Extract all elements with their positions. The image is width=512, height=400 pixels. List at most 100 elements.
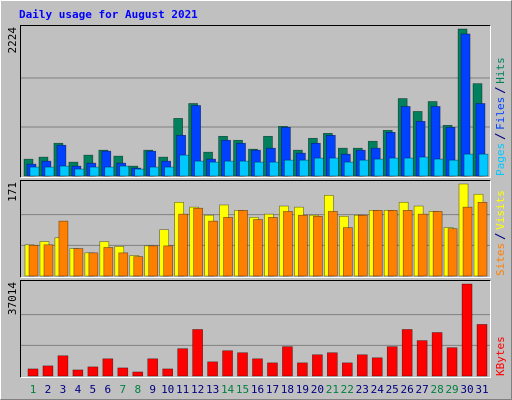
x-tick-label: 17 bbox=[266, 383, 279, 396]
bar bbox=[117, 367, 129, 377]
bar bbox=[194, 160, 204, 177]
x-tick-label: 29 bbox=[445, 383, 458, 396]
bar bbox=[253, 219, 263, 277]
x-tick-label: 31 bbox=[475, 383, 488, 396]
bar bbox=[88, 252, 99, 277]
bar bbox=[148, 245, 159, 277]
x-tick-label: 27 bbox=[416, 383, 429, 396]
bar bbox=[314, 157, 324, 177]
legend-separator bbox=[494, 233, 506, 240]
bar bbox=[358, 159, 369, 177]
plot-bevel-light bbox=[20, 280, 491, 378]
bar bbox=[312, 354, 323, 377]
bar bbox=[297, 362, 308, 377]
bar bbox=[28, 245, 39, 277]
bar bbox=[238, 210, 248, 277]
plot-bevel-light bbox=[20, 25, 491, 178]
y-max-label: 2224 bbox=[6, 27, 19, 54]
x-tick-label: 13 bbox=[206, 383, 219, 396]
bar bbox=[178, 213, 188, 277]
x-tick-label: 10 bbox=[161, 383, 174, 396]
legend-entry: KBytes bbox=[494, 336, 507, 376]
bar bbox=[299, 159, 309, 177]
bar bbox=[343, 161, 354, 177]
bar bbox=[433, 158, 444, 177]
chart-title: Daily usage for August 2021 bbox=[19, 8, 198, 21]
bar bbox=[44, 166, 55, 177]
x-tick-label: 22 bbox=[341, 383, 354, 396]
bar bbox=[177, 348, 188, 377]
bar bbox=[207, 361, 218, 377]
bar bbox=[252, 358, 263, 377]
bar bbox=[329, 157, 339, 177]
bar bbox=[118, 252, 129, 277]
bar bbox=[239, 160, 249, 177]
x-tick-label: 1 bbox=[30, 383, 37, 396]
bar bbox=[164, 166, 174, 177]
x-tick-label: 20 bbox=[311, 383, 324, 396]
legend: KBytes bbox=[494, 336, 507, 376]
bar bbox=[463, 153, 474, 177]
x-tick-label: 15 bbox=[236, 383, 249, 396]
legend-entry: Pages bbox=[494, 143, 507, 176]
y-max-label: 171 bbox=[6, 182, 19, 202]
bar bbox=[371, 357, 383, 377]
bar bbox=[27, 368, 39, 377]
bar bbox=[462, 206, 473, 277]
bar bbox=[432, 211, 443, 277]
bar bbox=[193, 207, 203, 277]
x-tick-label: 23 bbox=[356, 383, 369, 396]
bar bbox=[87, 366, 99, 377]
bar bbox=[298, 214, 308, 277]
legend: Pages Files Hits bbox=[494, 57, 507, 176]
bar bbox=[282, 346, 293, 377]
x-tick-label: 19 bbox=[296, 383, 309, 396]
bar bbox=[208, 220, 218, 277]
bar bbox=[402, 210, 413, 277]
legend-entry: Visits bbox=[494, 190, 507, 230]
bar bbox=[222, 350, 233, 377]
bar bbox=[387, 210, 398, 277]
bar bbox=[341, 362, 353, 377]
bar bbox=[267, 362, 278, 377]
bar bbox=[403, 157, 414, 177]
bar bbox=[104, 166, 115, 177]
bar bbox=[447, 228, 458, 277]
bar bbox=[328, 211, 338, 277]
x-tick-label: 26 bbox=[401, 383, 414, 396]
bar bbox=[119, 165, 130, 177]
bar bbox=[416, 340, 428, 377]
bar bbox=[357, 214, 368, 277]
x-tick-label: 7 bbox=[119, 383, 126, 396]
bar bbox=[342, 227, 353, 277]
bar bbox=[89, 166, 100, 177]
x-tick-label: 24 bbox=[371, 383, 385, 396]
bar bbox=[42, 365, 54, 377]
bar bbox=[388, 157, 399, 177]
bar bbox=[446, 347, 458, 377]
legend-separator bbox=[494, 133, 506, 140]
x-tick-label: 28 bbox=[430, 383, 443, 396]
bar bbox=[57, 355, 69, 377]
x-tick-label: 30 bbox=[460, 383, 473, 396]
x-tick-label: 18 bbox=[281, 383, 294, 396]
x-tick-label: 3 bbox=[60, 383, 67, 396]
x-tick-label: 25 bbox=[386, 383, 399, 396]
bar bbox=[461, 283, 473, 377]
bar bbox=[431, 332, 443, 377]
legend-separator bbox=[494, 87, 506, 94]
x-tick-label: 6 bbox=[105, 383, 112, 396]
bar bbox=[134, 168, 145, 177]
x-tick-label: 8 bbox=[134, 383, 141, 396]
x-tick-label: 4 bbox=[75, 383, 82, 396]
x-tick-label: 14 bbox=[221, 383, 235, 396]
x-tick-label: 12 bbox=[191, 383, 204, 396]
bar bbox=[149, 166, 160, 177]
bar bbox=[476, 324, 488, 377]
bar bbox=[179, 154, 189, 177]
legend: Sites Visits bbox=[494, 190, 507, 276]
bar bbox=[448, 159, 459, 177]
bar bbox=[417, 213, 428, 277]
